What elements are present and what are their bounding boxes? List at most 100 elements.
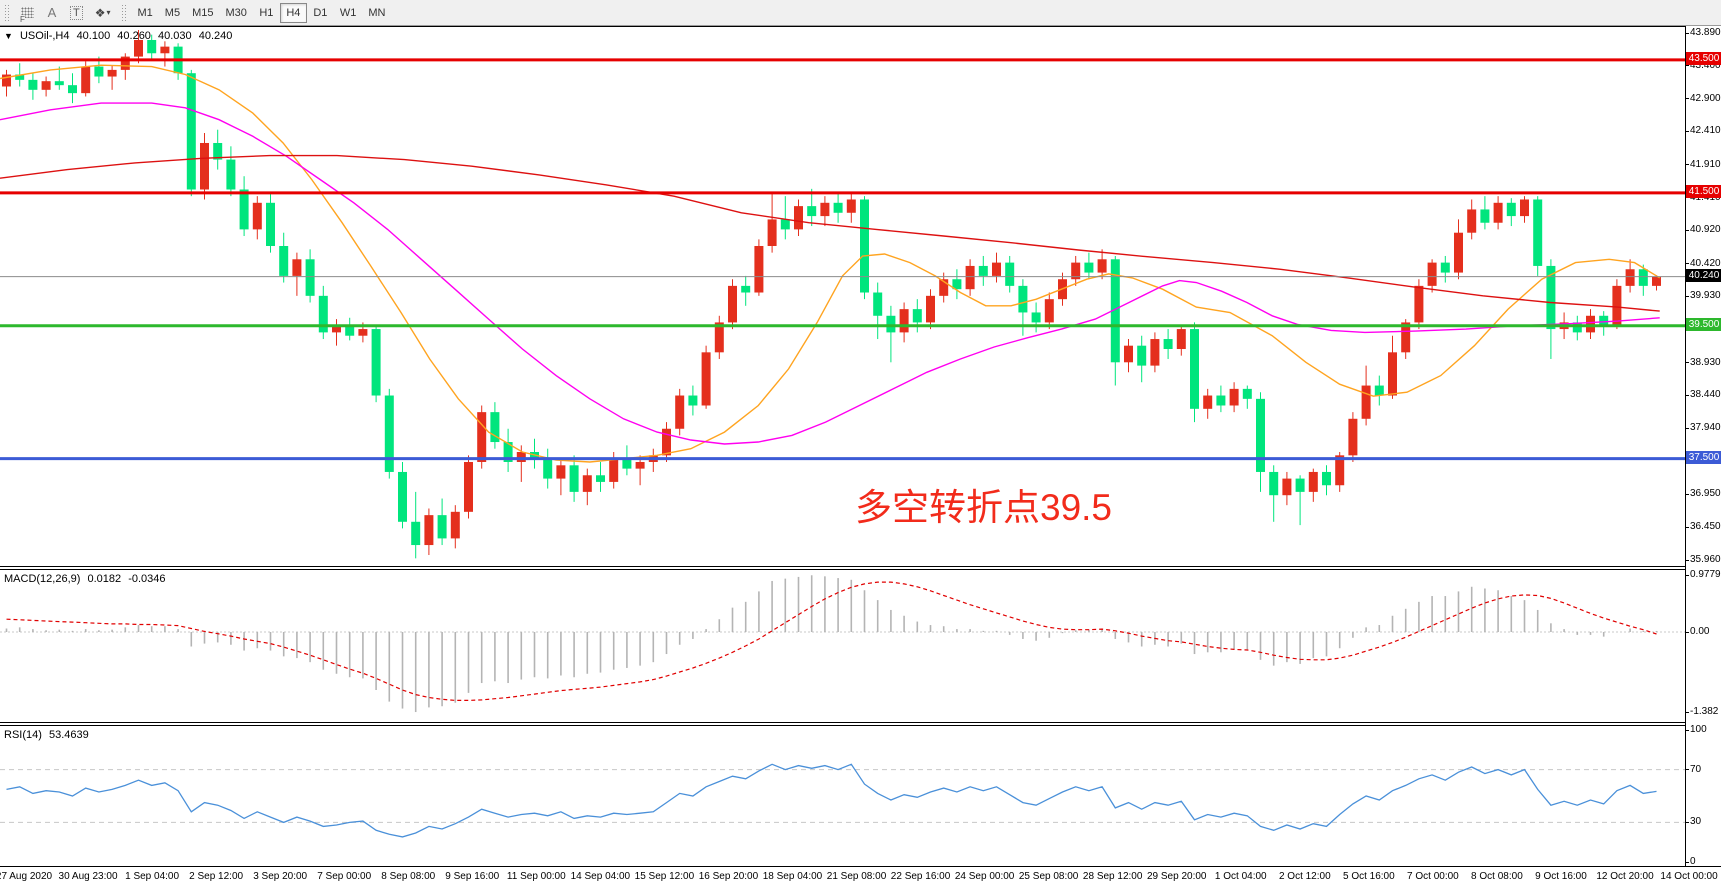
price-axis-label: 43.400: [1690, 59, 1721, 71]
macd-panel[interactable]: MACD(12,26,9) 0.0182 -0.0346: [0, 570, 1685, 722]
price-axis-label: 38.440: [1690, 389, 1721, 401]
date-axis-label: 27 Aug 2020: [0, 871, 53, 882]
price-axis-label: 38.930: [1690, 356, 1721, 368]
rsi-axis-label: 100: [1690, 724, 1707, 735]
date-axis-label: 16 Sep 20:00: [698, 871, 759, 882]
timeframe-button-w1[interactable]: W1: [339, 6, 357, 19]
date-axis-label: 7 Oct 00:00: [1407, 871, 1459, 882]
rsi-label-row: RSI(14) 53.4639: [4, 729, 93, 741]
price-axis-label: 36.450: [1690, 521, 1721, 533]
price-axis-label: 42.900: [1690, 92, 1721, 104]
price-level-badge-43.500: 43.500: [1686, 52, 1721, 65]
rsi-value: 53.4639: [48, 729, 89, 741]
chevron-down-icon[interactable]: ▾: [106, 8, 111, 17]
rsi-panel[interactable]: RSI(14) 53.4639: [0, 726, 1685, 866]
date-axis-label: 2 Oct 12:00: [1278, 871, 1331, 882]
main-chart-svg[interactable]: [0, 27, 1685, 567]
rsi-axis-label: 70: [1690, 763, 1702, 775]
candles-group: [2, 30, 1661, 559]
ohlc-high: 40.260: [117, 30, 151, 42]
date-axis-label: 8 Sep 08:00: [381, 871, 436, 882]
date-axis-label: 28 Sep 12:00: [1082, 871, 1143, 882]
date-axis-label: 14 Sep 04:00: [570, 871, 631, 882]
price-axis-label: 43.890: [1690, 27, 1721, 38]
macd-indicator-label: MACD(12,26,9): [4, 573, 81, 585]
timeframe-button-m5[interactable]: M5: [164, 6, 181, 19]
rsi-svg[interactable]: [0, 726, 1685, 866]
price-axis-label: 37.940: [1690, 422, 1721, 434]
date-axis-label: 2 Sep 12:00: [189, 871, 244, 882]
chart-title: ▼ USOil-,H4 40.100 40.260 40.030 40.240: [4, 30, 236, 42]
timeframe-button-d1[interactable]: D1: [313, 6, 328, 19]
symbol-dropdown-icon[interactable]: ▼: [4, 31, 13, 41]
panel-splitter[interactable]: [0, 566, 1721, 570]
date-axis-label: 18 Sep 04:00: [762, 871, 823, 882]
rsi-axis-label: 0: [1690, 856, 1696, 867]
date-axis-label: 14 Oct 00:00: [1660, 871, 1718, 882]
price-axis[interactable]: 43.89043.40042.90042.41041.91041.41040.9…: [1685, 26, 1721, 867]
macd-signal-value: -0.0346: [128, 573, 166, 585]
text-a-icon: A: [47, 5, 57, 20]
cursor-tool-button[interactable]: ❖ ▾: [89, 3, 117, 23]
timeframe-button-h4[interactable]: H4: [279, 2, 307, 23]
panel-splitter[interactable]: [0, 722, 1721, 726]
price-level-badge-37.500: 37.500: [1686, 451, 1721, 464]
symbol-period-label: USOil-,H4: [19, 30, 70, 42]
macd-label-row: MACD(12,26,9) 0.0182 -0.0346: [4, 573, 170, 585]
ohlc-close: 40.240: [198, 30, 233, 42]
dotted-grid-indicator-button[interactable]: F: [15, 3, 40, 24]
date-axis-label: 25 Sep 08:00: [1018, 871, 1079, 882]
macd-main-value: 0.0182: [87, 573, 122, 585]
date-axis-label: 7 Sep 00:00: [317, 871, 372, 882]
date-axis-label: 29 Sep 20:00: [1146, 871, 1207, 882]
timeframe-button-m1[interactable]: M1: [137, 6, 153, 19]
date-axis-label: 5 Oct 16:00: [1342, 871, 1395, 882]
dotted-grid-icon: F: [20, 7, 34, 24]
moving-averages-group: [0, 64, 1661, 463]
top-toolbar: F A T ❖ ▾ M1 M5 M15 M30 H1 H4 D1 W1 MN: [0, 0, 1721, 26]
date-axis-label: 21 Sep 08:00: [826, 871, 887, 882]
date-axis-label: 8 Oct 08:00: [1471, 871, 1523, 882]
text-box-tool-button[interactable]: T: [64, 3, 89, 23]
price-axis-label: 40.420: [1690, 257, 1721, 269]
date-axis-label: 24 Sep 00:00: [954, 871, 1015, 882]
price-axis-label: 36.950: [1690, 488, 1721, 500]
date-axis-label: 30 Aug 23:00: [58, 871, 118, 882]
ohlc-low: 40.030: [158, 30, 192, 42]
rsi-indicator-label: RSI(14): [4, 729, 42, 741]
macd-svg[interactable]: [0, 570, 1685, 722]
timeframe-button-h1[interactable]: H1: [259, 6, 274, 19]
macd-signal-line: [6, 581, 1657, 701]
date-axis-label: 12 Oct 20:00: [1596, 871, 1654, 882]
timeframe-button-m30[interactable]: M30: [225, 6, 247, 19]
macd-histogram-group: [5, 575, 1658, 713]
date-axis-label: 1 Oct 04:00: [1214, 871, 1267, 882]
date-axis-label: 22 Sep 16:00: [890, 871, 951, 882]
price-axis-label: 41.910: [1690, 158, 1721, 170]
main-chart-panel[interactable]: ▼ USOil-,H4 40.100 40.260 40.030 40.240 …: [0, 26, 1685, 566]
macd-axis-label: 0.9779: [1690, 569, 1721, 581]
price-level-badge-39.500: 39.500: [1686, 318, 1721, 331]
timeframe-group-grip[interactable]: [120, 3, 128, 22]
price-axis-label: 40.920: [1690, 224, 1721, 236]
price-axis-label: 35.960: [1690, 554, 1721, 565]
horizontal-levels-group: [0, 58, 1685, 461]
date-axis-label: 15 Sep 12:00: [634, 871, 695, 882]
date-axis-label: 9 Oct 16:00: [1535, 871, 1587, 882]
timeframe-button-group: M1 M5 M15 M30 H1 H4 D1 W1 MN: [132, 2, 392, 23]
macd-axis-label: -1.382: [1690, 706, 1719, 718]
ohlc-open: 40.100: [76, 30, 111, 42]
text-tool-button[interactable]: A: [40, 3, 64, 23]
timeframe-button-m15[interactable]: M15: [192, 6, 214, 19]
timeframe-button-mn[interactable]: MN: [368, 6, 386, 19]
date-axis-label: 3 Sep 20:00: [253, 871, 308, 882]
date-axis[interactable]: 27 Aug 2020 30 Aug 23:00 1 Sep 04:00 2 Sep …: [0, 866, 1721, 889]
price-axis-label: 39.930: [1690, 290, 1721, 302]
chart-text-annotation[interactable]: 多空转折点39.5: [855, 487, 1113, 528]
rsi-axis-label: 30: [1690, 816, 1702, 828]
toolbar-grip[interactable]: [4, 3, 11, 22]
date-axis-label: 11 Sep 00:00: [506, 871, 566, 882]
cursor-arrows-icon: ❖: [94, 5, 106, 20]
price-level-badge-41.500: 41.500: [1686, 185, 1721, 198]
